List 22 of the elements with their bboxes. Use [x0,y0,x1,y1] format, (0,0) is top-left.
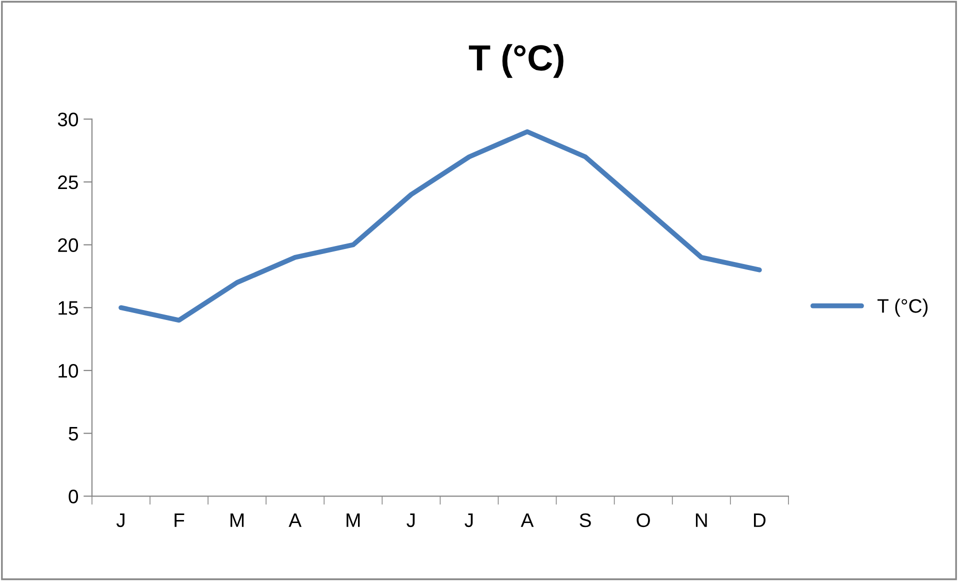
x-tick-label: F [174,514,184,527]
x-tick-label: J [406,514,415,528]
x-tick-label: S [580,513,591,528]
y-tick-label: 25 [58,175,78,190]
chart-title: T (°C) [468,44,564,78]
y-tick-label: 0 [68,490,78,504]
x-tick-label: A [288,514,302,527]
x-tick-label: A [520,514,534,527]
y-tick-label: 15 [58,301,78,315]
x-tick-label: M [230,514,244,527]
y-tick-label: 30 [58,112,78,126]
x-tick-label: D [754,514,766,527]
line-series [118,129,762,323]
x-tick-label: J [116,514,124,528]
y-tick-label: 20 [58,238,78,252]
x-tick-label: O [636,513,650,528]
x-tick-label: M [346,514,360,527]
y-tick-label: 10 [58,364,78,378]
x-tick-label: N [696,514,707,527]
legend-label: T (°C) [878,298,928,317]
y-tick-label: 5 [68,427,78,441]
x-tick-label: J [464,514,473,528]
